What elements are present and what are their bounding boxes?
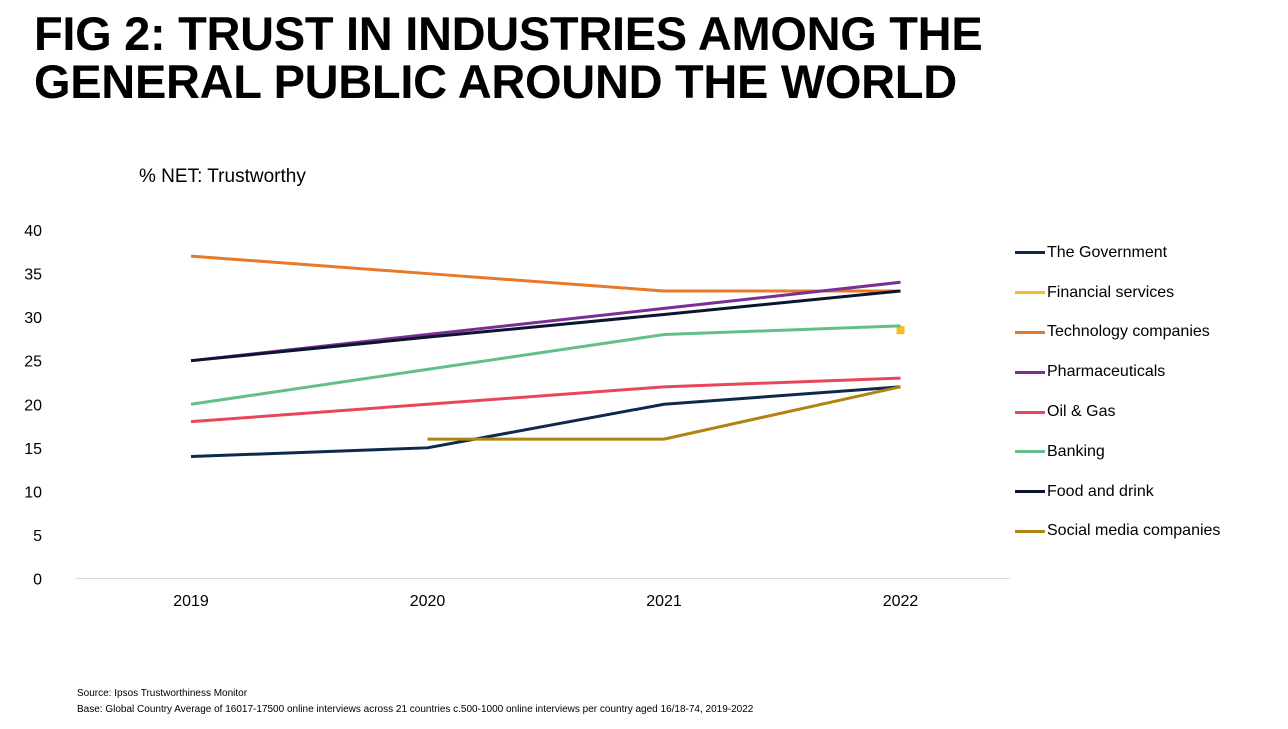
y-tick-label: 10 bbox=[24, 484, 42, 501]
legend-item-pharmaceuticals: Pharmaceuticals bbox=[1015, 352, 1285, 392]
series-point-financial-services bbox=[896, 326, 905, 335]
y-tick-label: 35 bbox=[24, 267, 42, 284]
chart-legend: The Government Financial services Technolo… bbox=[1015, 233, 1285, 551]
y-tick-label: 0 bbox=[33, 572, 42, 589]
legend-label: The Government bbox=[1047, 243, 1168, 261]
legend-item-banking: Banking bbox=[1015, 432, 1285, 472]
source-note: Source: Ipsos Trustworthiness Monitor bbox=[77, 688, 248, 699]
x-tick-label: 2021 bbox=[646, 593, 682, 610]
y-axis: 0 5 10 15 20 25 30 35 40 bbox=[24, 223, 42, 589]
series-line-food-and-drink bbox=[190, 289, 901, 363]
legend-label: Technology companies bbox=[1047, 323, 1210, 341]
legend-label: Banking bbox=[1047, 442, 1105, 460]
legend-label: Pharmaceuticals bbox=[1047, 363, 1166, 381]
series-lines bbox=[190, 254, 905, 459]
legend-swatch bbox=[1015, 490, 1045, 494]
legend-item-financial-services: Financial services bbox=[1015, 273, 1285, 313]
page-title: FIG 2: TRUST IN INDUSTRIES AMONG THE GEN… bbox=[34, 10, 1034, 106]
legend-swatch bbox=[1015, 330, 1045, 334]
series-line-the-government bbox=[190, 385, 901, 459]
legend-item-food-and-drink: Food and drink bbox=[1015, 472, 1285, 512]
x-axis: 2019 2020 2021 2022 bbox=[173, 593, 918, 610]
y-tick-label: 30 bbox=[24, 310, 42, 327]
line-chart: % NET: Trustworthy 0 5 10 15 20 25 30 35 40 2019… bbox=[24, 166, 1010, 610]
legend-label: Financial services bbox=[1047, 283, 1175, 301]
y-tick-label: 15 bbox=[24, 441, 42, 458]
legend-item-the-government: The Government bbox=[1015, 233, 1285, 273]
legend-item-oil-gas: Oil & Gas bbox=[1015, 392, 1285, 432]
legend-label: Food and drink bbox=[1047, 482, 1154, 500]
series-line-social-media-companies bbox=[427, 385, 901, 441]
base-note: Base: Global Country Average of 16017-17… bbox=[77, 704, 754, 715]
y-tick-label: 40 bbox=[24, 223, 42, 240]
y-tick-label: 20 bbox=[24, 397, 42, 414]
legend-item-technology-companies: Technology companies bbox=[1015, 313, 1285, 353]
series-line-oil-gas bbox=[190, 376, 901, 424]
legend-swatch bbox=[1015, 450, 1045, 454]
x-tick-label: 2020 bbox=[410, 593, 446, 610]
title-line-1: FIG 2: TRUST IN INDUSTRIES AMONG THE bbox=[34, 7, 983, 60]
series-line-banking bbox=[190, 324, 901, 406]
title-line-2: GENERAL PUBLIC AROUND THE WORLD bbox=[34, 55, 957, 108]
series-line-technology-companies bbox=[190, 254, 901, 293]
y-tick-label: 5 bbox=[33, 528, 42, 545]
legend-swatch bbox=[1015, 410, 1045, 414]
footnotes: Source: Ipsos Trustworthiness Monitor Ba… bbox=[77, 686, 753, 718]
legend-label: Social media companies bbox=[1047, 522, 1221, 540]
legend-swatch bbox=[1015, 291, 1045, 295]
x-tick-label: 2019 bbox=[173, 593, 209, 610]
legend-swatch bbox=[1015, 529, 1045, 533]
x-tick-label: 2022 bbox=[883, 593, 919, 610]
legend-swatch bbox=[1015, 251, 1045, 255]
legend-label: Oil & Gas bbox=[1047, 403, 1116, 421]
y-tick-label: 25 bbox=[24, 354, 42, 371]
chart-subtitle: % NET: Trustworthy bbox=[139, 166, 306, 187]
legend-swatch bbox=[1015, 370, 1045, 374]
legend-item-social-media-companies: Social media companies bbox=[1015, 512, 1285, 552]
